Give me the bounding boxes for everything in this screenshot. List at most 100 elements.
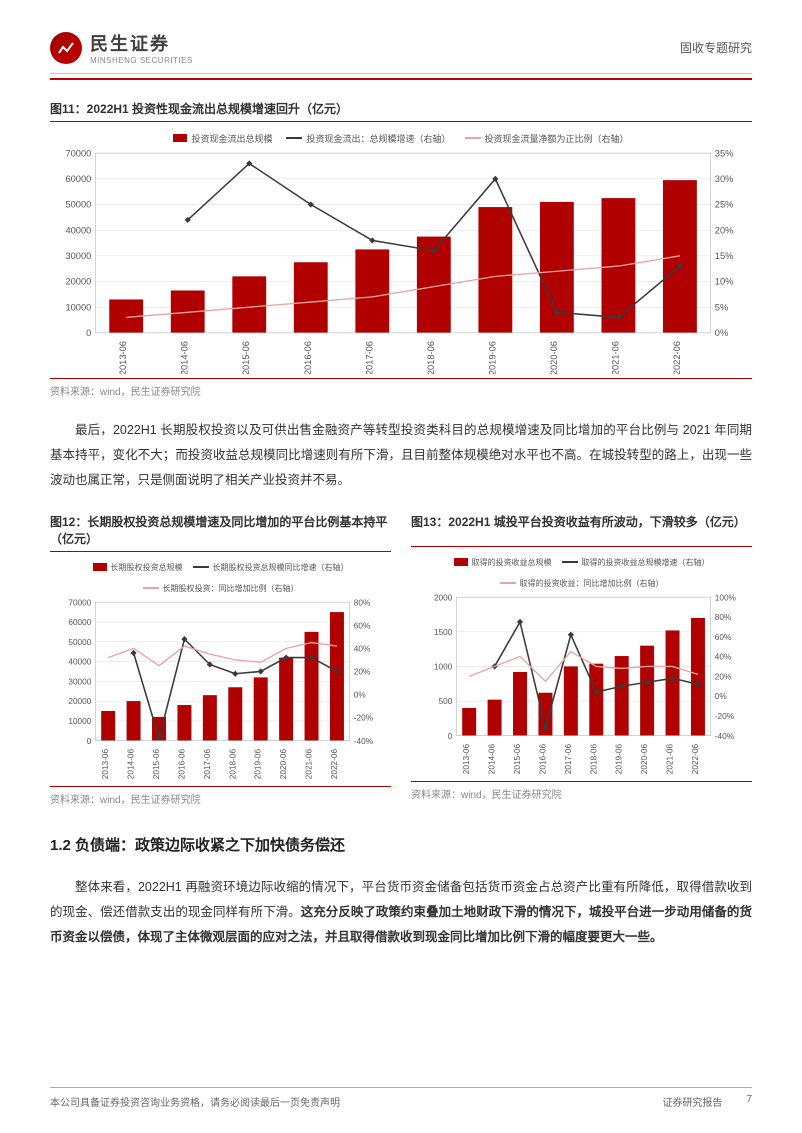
svg-text:0: 0 — [86, 327, 91, 337]
svg-text:40%: 40% — [715, 652, 732, 661]
svg-text:30%: 30% — [715, 173, 734, 183]
svg-text:80%: 80% — [715, 613, 732, 622]
divider-red — [50, 78, 752, 80]
svg-text:-20%: -20% — [715, 712, 735, 721]
svg-text:40000: 40000 — [68, 657, 91, 666]
svg-text:2013-06: 2013-06 — [118, 341, 128, 374]
page-footer: 本公司具备证券投资咨询业务资格，请务必阅读最后一页免责声明 证券研究报告 7 — [50, 1087, 752, 1109]
fig11-source: 资料来源：wind，民生证券研究院 — [50, 378, 752, 398]
fig13-source: 资料来源：wind，民生证券研究院 — [411, 781, 752, 801]
fig13-chart: 0 500 1000 1500 2000 -40% -20% 0% 20% 40% 60% 80% 10… — [411, 591, 752, 777]
legend-label: 取得的投资收益总规模 — [472, 557, 552, 568]
svg-text:10000: 10000 — [68, 717, 91, 726]
svg-text:2022-06: 2022-06 — [691, 743, 700, 774]
svg-text:2014-06: 2014-06 — [127, 748, 136, 779]
legend-label: 长期股权投资总规模同比增速（右轴） — [213, 562, 349, 573]
svg-text:25%: 25% — [715, 199, 734, 209]
svg-text:80%: 80% — [354, 598, 371, 607]
doc-category: 固收专题研究 — [680, 39, 752, 56]
svg-text:15%: 15% — [715, 250, 734, 260]
fig13-legend: 取得的投资收益总规模 取得的投资收益总规模增速（右轴） 取得的投资收益：同比增加… — [411, 553, 752, 591]
svg-text:70000: 70000 — [68, 598, 91, 607]
svg-text:100%: 100% — [715, 593, 737, 602]
svg-text:2019-06: 2019-06 — [615, 743, 624, 774]
svg-text:2022-06: 2022-06 — [330, 748, 339, 779]
fig12-source: 资料来源：wind，民生证券研究院 — [50, 786, 391, 806]
svg-text:2019-06: 2019-06 — [254, 748, 263, 779]
svg-text:-40%: -40% — [354, 736, 374, 745]
svg-text:2014-06: 2014-06 — [180, 341, 190, 374]
svg-text:20000: 20000 — [65, 276, 91, 286]
svg-text:2021-06: 2021-06 — [666, 743, 675, 774]
svg-text:20%: 20% — [715, 672, 732, 681]
legend-label: 长期股权投资总规模 — [111, 562, 183, 573]
company-name-en: MINSHENG SECURITIES — [90, 56, 193, 65]
legend-label: 取得的投资收益：同比增加比例（右轴） — [520, 578, 664, 589]
svg-text:-20%: -20% — [354, 713, 374, 722]
svg-text:2016-06: 2016-06 — [303, 341, 313, 374]
svg-text:20000: 20000 — [68, 697, 91, 706]
footer-page-num: 7 — [746, 1094, 752, 1109]
svg-text:1000: 1000 — [434, 662, 453, 671]
svg-text:40000: 40000 — [65, 225, 91, 235]
svg-text:2020-06: 2020-06 — [279, 748, 288, 779]
section-heading: 1.2 负债端：政策边际收紧之下加快债务偿还 — [50, 834, 752, 855]
svg-text:2020-06: 2020-06 — [640, 743, 649, 774]
svg-text:50000: 50000 — [65, 199, 91, 209]
svg-text:2018-06: 2018-06 — [426, 341, 436, 374]
logo-icon — [50, 32, 82, 64]
paragraph-2: 整体来看，2022H1 再融资环境边际收缩的情况下，平台货币资金储备包括货币资金… — [50, 875, 752, 950]
svg-text:2021-06: 2021-06 — [610, 341, 620, 374]
svg-text:0%: 0% — [354, 690, 367, 699]
svg-text:2022-06: 2022-06 — [672, 341, 682, 374]
svg-text:60000: 60000 — [68, 618, 91, 627]
svg-text:0: 0 — [448, 731, 453, 740]
svg-text:2017-06: 2017-06 — [564, 743, 573, 774]
page-header: 民生证券 MINSHENG SECURITIES 固收专题研究 — [50, 30, 752, 65]
svg-text:2017-06: 2017-06 — [364, 341, 374, 374]
svg-text:2015-06: 2015-06 — [513, 743, 522, 774]
svg-text:0%: 0% — [715, 692, 728, 701]
svg-text:40%: 40% — [354, 644, 371, 653]
svg-text:2013-06: 2013-06 — [101, 748, 110, 779]
fig11-title: 图11：2022H1 投资性现金流出总规模增速回升（亿元） — [50, 100, 752, 122]
footer-doc-type: 证券研究报告 — [662, 1094, 722, 1109]
fig11-chart: 0 10000 20000 30000 40000 50000 60000 70000 0% 5%… — [50, 147, 752, 374]
svg-text:35%: 35% — [715, 148, 734, 158]
svg-text:2000: 2000 — [434, 593, 453, 602]
paragraph-1: 最后，2022H1 长期股权投资以及可供出售金融资产等转型投资类科目的总规模增速… — [50, 418, 752, 493]
footer-disclaimer: 本公司具备证券投资咨询业务资格，请务必阅读最后一页免责声明 — [50, 1094, 340, 1109]
legend-label: 投资现金流量净额为正比例（右轴） — [485, 132, 629, 145]
svg-text:2015-06: 2015-06 — [152, 748, 161, 779]
svg-text:2017-06: 2017-06 — [203, 748, 212, 779]
svg-text:2018-06: 2018-06 — [589, 743, 598, 774]
fig13-title: 图13：2022H1 城投平台投资收益有所波动，下滑较多（亿元） — [411, 513, 752, 547]
svg-text:2016-06: 2016-06 — [538, 743, 547, 774]
svg-text:10000: 10000 — [65, 302, 91, 312]
svg-text:2013-06: 2013-06 — [462, 743, 471, 774]
fig12-legend: 长期股权投资总规模 长期股权投资总规模同比增速（右轴） 长期股权投资：同比增加比… — [50, 558, 391, 596]
svg-text:0%: 0% — [715, 327, 728, 337]
svg-text:0: 0 — [87, 736, 92, 745]
legend-label: 投资现金流出总规模 — [191, 132, 272, 145]
svg-text:1500: 1500 — [434, 628, 453, 637]
svg-text:2015-06: 2015-06 — [241, 341, 251, 374]
company-name-cn: 民生证券 — [90, 30, 193, 56]
svg-text:30000: 30000 — [65, 250, 91, 260]
fig12-chart: 010000200003000040000500006000070000-40%… — [50, 596, 391, 782]
divider — [50, 73, 752, 74]
svg-text:60%: 60% — [715, 632, 732, 641]
svg-text:60000: 60000 — [65, 173, 91, 183]
svg-text:500: 500 — [439, 697, 453, 706]
svg-text:5%: 5% — [715, 302, 728, 312]
legend-label: 取得的投资收益总规模增速（右轴） — [582, 557, 710, 568]
svg-text:10%: 10% — [715, 276, 734, 286]
svg-text:2019-06: 2019-06 — [487, 341, 497, 374]
svg-text:20%: 20% — [715, 225, 734, 235]
svg-text:2016-06: 2016-06 — [177, 748, 186, 779]
svg-text:70000: 70000 — [65, 148, 91, 158]
fig12-title: 图12：长期股权投资总规模增速及同比增加的平台比例基本持平（亿元） — [50, 513, 391, 552]
legend-label: 投资现金流出：总规模增速（右轴） — [306, 132, 450, 145]
svg-text:-40%: -40% — [715, 731, 735, 740]
logo-block: 民生证券 MINSHENG SECURITIES — [50, 30, 193, 65]
